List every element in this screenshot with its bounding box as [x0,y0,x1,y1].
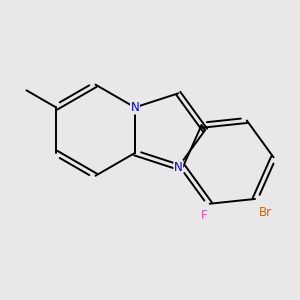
Text: N: N [130,101,139,114]
Text: Br: Br [259,206,272,220]
Text: F: F [201,209,208,222]
Text: N: N [174,160,183,173]
